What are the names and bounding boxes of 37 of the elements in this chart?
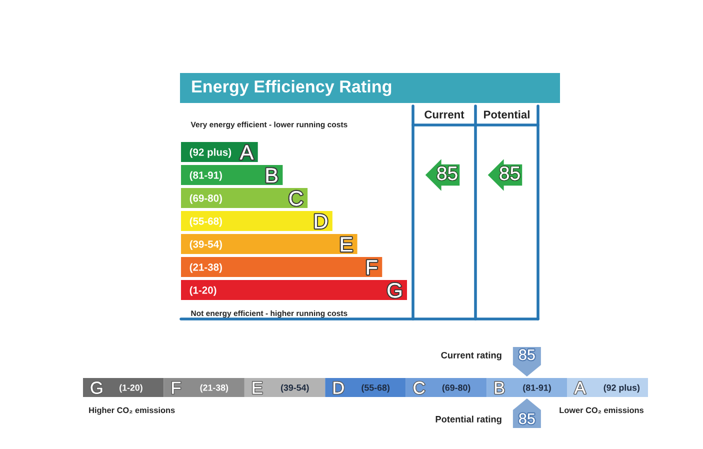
- annotation: (92 plus): [190, 148, 232, 158]
- text: 85: [500, 166, 520, 180]
- bar: [181, 280, 407, 300]
- text: Potential rating: [436, 416, 502, 424]
- bar: [181, 234, 358, 254]
- text: 85: [437, 166, 458, 180]
- chart-title: Energy Efficiency Rating: [192, 80, 392, 96]
- text: (92 plus): [604, 384, 640, 393]
- annotation: (81-91): [190, 171, 222, 181]
- text: Potential: [484, 110, 530, 118]
- text: (69-80): [442, 384, 470, 393]
- bar: [181, 256, 382, 278]
- text: (81-91): [523, 384, 551, 393]
- text: (1-20): [120, 384, 142, 393]
- text: (21-38): [200, 384, 228, 393]
- annotation: (69-80): [190, 194, 222, 204]
- category-label: C: [414, 382, 425, 394]
- category-label: D: [334, 382, 344, 394]
- text: Current: [424, 110, 464, 118]
- text: 85: [519, 413, 535, 424]
- annotation: (1-20): [190, 286, 216, 296]
- text: (55-68): [362, 384, 390, 393]
- text: Higher CO₂ emissions: [89, 407, 175, 415]
- annotation: (55-68): [190, 217, 222, 227]
- text: (39-54): [280, 384, 309, 393]
- category-label: F: [172, 382, 181, 394]
- text: Lower CO₂ emissions: [560, 407, 644, 414]
- bar: [181, 210, 332, 232]
- category-label: B: [494, 382, 504, 394]
- category-label: E: [252, 382, 262, 394]
- bar: [181, 188, 308, 208]
- text: 85: [519, 349, 535, 360]
- text: Current rating: [441, 352, 502, 360]
- annotation: (21-38): [190, 263, 222, 273]
- annotation: (39-54): [190, 240, 222, 250]
- category-label: G: [90, 382, 102, 394]
- category-label: A: [574, 382, 586, 394]
